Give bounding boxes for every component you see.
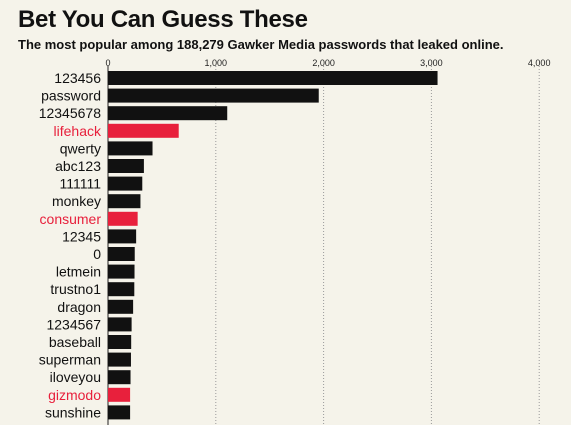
bar-abc123	[108, 159, 144, 173]
bar-monkey	[108, 194, 141, 209]
bar-baseball	[108, 335, 132, 349]
category-label: 1234567	[46, 316, 101, 332]
category-label: gizmodo	[48, 387, 101, 403]
category-label: trustno1	[50, 281, 101, 297]
bar-1234567	[108, 317, 132, 332]
category-label: 111111	[59, 176, 101, 192]
bar-password	[108, 88, 319, 103]
bar-iloveyou	[108, 370, 131, 385]
category-label: 12345678	[39, 105, 102, 121]
x-tick-label: 3,000	[420, 58, 443, 68]
chart-title: Bet You Can Guess These	[18, 6, 308, 33]
category-label: password	[41, 88, 101, 104]
x-tick-label: 0	[105, 58, 110, 68]
bar-superman	[108, 352, 131, 367]
bar-dragon	[108, 299, 134, 314]
chart-subtitle: The most popular among 188,279 Gawker Me…	[18, 37, 504, 52]
category-label: 123456	[54, 70, 101, 86]
bar-111111	[108, 176, 143, 191]
bar-qwerty	[108, 141, 153, 156]
bar-123456	[108, 71, 438, 85]
category-label: consumer	[40, 211, 102, 227]
bar-consumer	[108, 211, 138, 226]
category-label: letmein	[56, 264, 101, 280]
category-label: abc123	[55, 158, 101, 174]
bar-12345678	[108, 106, 228, 121]
category-label: iloveyou	[50, 369, 101, 385]
bar-12345	[108, 229, 137, 244]
bar-letmein	[108, 264, 135, 279]
bar-sunshine	[108, 405, 131, 420]
bar-0	[108, 247, 135, 261]
category-label: dragon	[57, 299, 101, 315]
category-label: sunshine	[45, 404, 101, 420]
category-label: 12345	[62, 228, 101, 244]
category-label: baseball	[49, 334, 101, 350]
x-tick-label: 1,000	[205, 58, 228, 68]
x-tick-label: 4,000	[528, 58, 551, 68]
bar-trustno1	[108, 282, 135, 297]
category-label: monkey	[52, 193, 101, 209]
category-label: lifehack	[54, 123, 102, 139]
x-tick-label: 2,000	[312, 58, 335, 68]
category-label: 0	[93, 246, 101, 262]
category-label: qwerty	[60, 140, 101, 156]
bar-gizmodo	[108, 387, 131, 402]
category-label: superman	[39, 352, 101, 368]
bar-lifehack	[108, 123, 179, 138]
